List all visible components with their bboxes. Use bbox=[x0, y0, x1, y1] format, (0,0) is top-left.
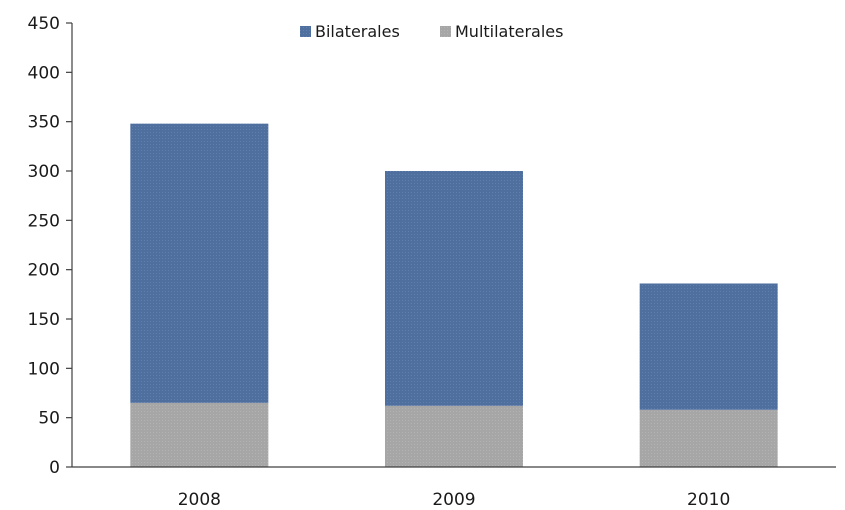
bar-bilaterales-2008 bbox=[130, 123, 269, 403]
legend-swatch-bilaterales bbox=[300, 26, 311, 37]
legend: Bilaterales Multilaterales bbox=[300, 22, 563, 41]
x-axis-labels: 2008 2009 2010 bbox=[178, 490, 731, 510]
y-tick-label: 450 bbox=[28, 14, 60, 34]
x-tick-label: 2010 bbox=[687, 490, 730, 510]
bar-multilaterales-2009 bbox=[385, 405, 523, 467]
y-tick-label: 350 bbox=[28, 113, 60, 133]
legend-label-bilaterales: Bilaterales bbox=[315, 22, 400, 41]
bar-multilaterales-2008 bbox=[130, 402, 269, 467]
y-tick-label: 50 bbox=[38, 409, 60, 429]
y-tick-label: 400 bbox=[28, 63, 60, 83]
bar-multilaterales-2010 bbox=[639, 409, 778, 467]
legend-label-multilaterales: Multilaterales bbox=[455, 22, 563, 41]
y-tick-label: 0 bbox=[49, 458, 60, 478]
y-tick-label: 300 bbox=[28, 162, 60, 182]
y-tick-label: 250 bbox=[28, 211, 60, 231]
legend-swatch-multilaterales bbox=[440, 26, 451, 37]
bars bbox=[130, 123, 778, 467]
y-tick-label: 200 bbox=[28, 261, 60, 281]
y-tick-label: 150 bbox=[28, 310, 60, 330]
y-tick-label: 100 bbox=[28, 359, 60, 379]
bar-bilaterales-2009 bbox=[385, 171, 523, 406]
x-tick-label: 2009 bbox=[432, 490, 475, 510]
y-axis-ticks: 0 50 100 150 200 250 300 350 400 450 bbox=[28, 14, 72, 478]
bar-bilaterales-2010 bbox=[639, 283, 778, 410]
x-tick-label: 2008 bbox=[178, 490, 221, 510]
